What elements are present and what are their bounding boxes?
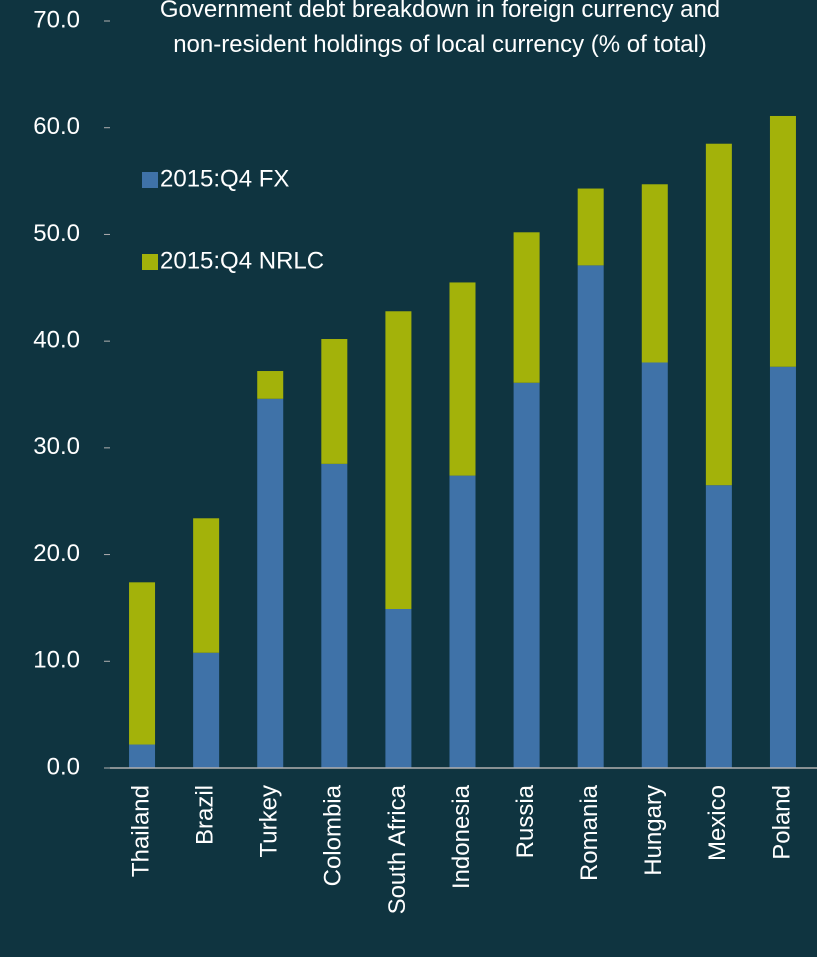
y-tick-label: 30.0 (33, 433, 80, 460)
chart-title: Government debt breakdown in foreign cur… (159, 0, 721, 58)
bar-segment (385, 608, 412, 768)
legend-label: 2015:Q4 FX (160, 165, 289, 192)
y-tick-label: 10.0 (33, 647, 80, 674)
bar-segment (321, 463, 348, 768)
bar-segment (577, 188, 604, 266)
x-tick-label: Brazil (191, 785, 218, 845)
bar-segment (257, 398, 284, 768)
bar-segment (705, 143, 732, 486)
bar-segment (385, 311, 412, 609)
x-tick-label: Mexico (704, 785, 731, 861)
legend-swatch (142, 172, 158, 188)
x-tick-label: Russia (512, 784, 539, 858)
legend-swatch (142, 254, 158, 270)
x-tick-label: Hungary (640, 785, 667, 876)
bar-segment (769, 366, 796, 768)
bar-segment (129, 582, 156, 745)
y-tick-label: 20.0 (33, 540, 80, 567)
x-tick-label: Poland (768, 785, 795, 860)
x-tick-label: South Africa (384, 784, 411, 914)
bar-segment (641, 184, 668, 363)
bar-segment (193, 518, 220, 653)
x-tick-label: Indonesia (448, 784, 475, 889)
y-tick-label: 40.0 (33, 326, 80, 353)
y-tick-label: 50.0 (33, 220, 80, 247)
bar-segment (449, 282, 476, 476)
bar-segment (513, 232, 540, 383)
x-tick-label: Turkey (256, 785, 283, 857)
y-tick-label: 0.0 (47, 753, 80, 780)
x-tick-label: Colombia (320, 784, 347, 886)
bar-segment (129, 744, 156, 768)
bar-segment (513, 382, 540, 768)
bar-segment (193, 652, 220, 768)
legend-label: 2015:Q4 NRLC (160, 247, 324, 274)
x-tick-label: Romania (576, 784, 603, 881)
bar-segment (577, 265, 604, 768)
y-tick-label: 60.0 (33, 113, 80, 140)
bar-segment (641, 362, 668, 768)
bar-segment (705, 485, 732, 768)
bar-segment (321, 339, 348, 464)
y-tick-label: 70.0 (33, 6, 80, 33)
x-tick-label: Thailand (127, 785, 154, 877)
bar-segment (257, 371, 284, 399)
bar-segment (769, 115, 796, 367)
bar-segment (449, 475, 476, 768)
